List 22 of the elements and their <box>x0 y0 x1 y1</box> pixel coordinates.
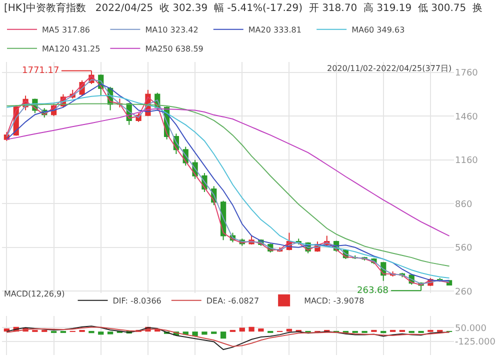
y-tick-label: 1760 <box>455 68 478 78</box>
legend-label: MACD: -3.9078 <box>304 296 364 306</box>
chart-title: [HK]中资教育指数 2022/04/25 收 302.39 幅 -5.41%(-17.29) 开 318.70 高 319.19 低 300.75 换 <box>4 2 482 14</box>
y-tick-label: 560 <box>455 244 472 254</box>
y-tick-label: 50.000 <box>455 324 487 334</box>
legend-label: MA250 638.59 <box>145 44 204 54</box>
y-tick-label: 860 <box>455 200 472 210</box>
y-tick-label: 1160 <box>455 156 478 166</box>
legend-label: DEA: -6.0827 <box>206 296 260 306</box>
annotation: 1771.17 <box>22 66 60 76</box>
annotation: 263.68 <box>357 286 389 296</box>
annotation: 2020/11/02-2022/04/25(377日) <box>327 64 452 73</box>
legend-label: MA120 431.25 <box>42 44 100 54</box>
legend-label: MA20 333.81 <box>248 25 302 34</box>
legend-label: DIF: -8.0366 <box>112 296 162 306</box>
y-tick-label: 260 <box>455 287 472 298</box>
y-tick-label: 1460 <box>455 112 478 122</box>
legend-label: MA10 323.42 <box>145 25 198 34</box>
legend-label: MA60 349.63 <box>352 25 405 34</box>
legend-label: MA5 317.86 <box>42 25 90 34</box>
legend-title: MACD(12,26,9) <box>4 289 65 298</box>
y-tick-label: -125.000 <box>455 337 496 348</box>
